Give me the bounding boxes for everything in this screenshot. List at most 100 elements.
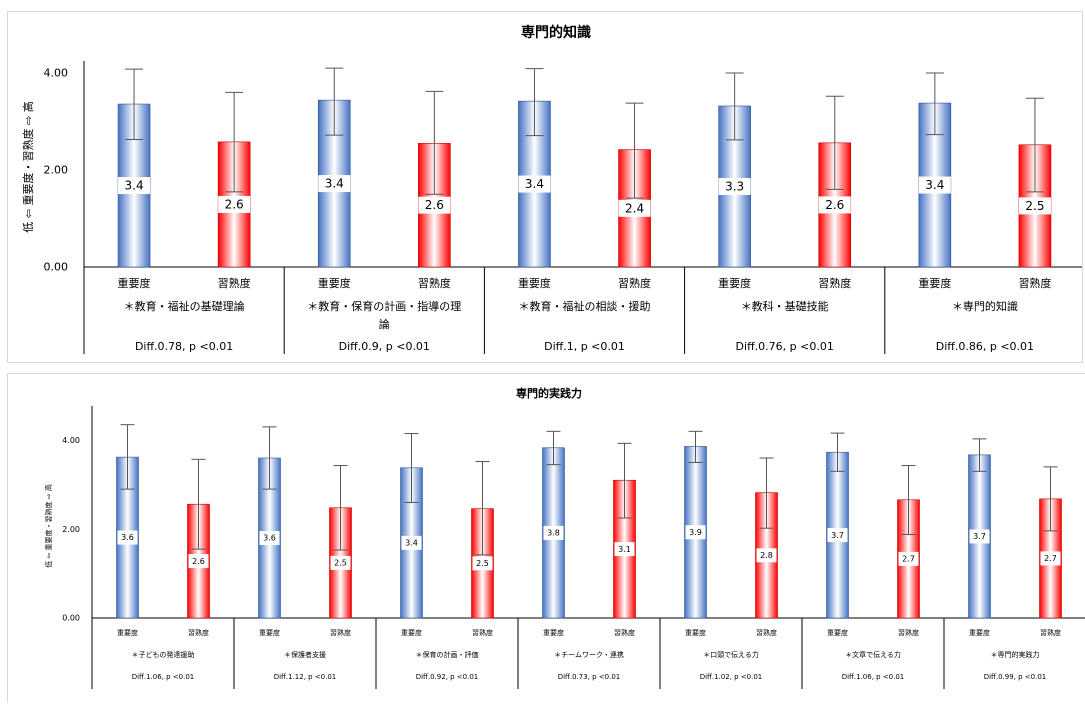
stat-label: Diff.0.76, p <0.01 <box>736 340 834 353</box>
x-category-label: 習熟度 <box>756 628 777 637</box>
x-category-label: 習熟度 <box>188 628 209 637</box>
group-label: ＊子どもの発達援助 <box>132 650 195 659</box>
y-tick-label: 4.00 <box>62 436 80 445</box>
y-tick-label: 2.00 <box>62 525 80 534</box>
x-category-label: 重要度 <box>401 628 422 637</box>
x-category-label: 重要度 <box>969 628 990 637</box>
x-category-label: 習熟度 <box>330 628 351 637</box>
data-label: 2.6 <box>425 198 444 212</box>
data-label: 3.4 <box>325 177 344 191</box>
x-category-label: 重要度 <box>318 276 351 290</box>
data-label-box <box>318 175 351 193</box>
x-category-label: 習熟度 <box>1018 276 1051 290</box>
x-category-label: 習熟度 <box>818 276 851 290</box>
data-label: 3.7 <box>831 531 844 540</box>
stat-label: Diff.0.78, p <0.01 <box>135 340 233 353</box>
chart-title: 専門的知識 <box>521 24 591 41</box>
x-category-label: 重要度 <box>259 628 280 637</box>
data-label: 3.6 <box>263 534 276 543</box>
group-label: ＊保育の計画・評価 <box>416 650 479 659</box>
data-label-box <box>827 528 848 543</box>
group-label: 論 <box>379 317 390 331</box>
data-label: 2.5 <box>334 559 347 568</box>
stat-label: Diff.1.06, p <0.01 <box>842 673 905 681</box>
data-label-box <box>718 177 751 195</box>
stat-label: Diff.1.12, p <0.01 <box>274 673 337 681</box>
data-label-box <box>218 195 251 213</box>
data-label-box <box>543 525 564 540</box>
data-label-box <box>118 177 151 195</box>
stat-label: Diff.0.86, p <0.01 <box>936 340 1034 353</box>
x-category-label: 習熟度 <box>618 276 651 290</box>
x-category-label: 習熟度 <box>898 628 919 637</box>
chart-title: 専門的実践力 <box>516 386 582 400</box>
practice-chart: 専門的実践力 低 ⇦ 重要度・習熟度 ⇨ 高 0.00 2.00 4.00 3.6 重要… <box>44 386 1085 689</box>
stat-label: Diff.0.73, p <0.01 <box>558 673 621 681</box>
data-label-box <box>969 529 990 544</box>
stat-label: Diff.0.9, p <0.01 <box>339 340 430 353</box>
y-tick-label: 2.00 <box>44 164 69 177</box>
x-category-label: 習熟度 <box>1040 628 1061 637</box>
data-label-box <box>618 199 651 217</box>
data-label: 3.4 <box>525 177 544 191</box>
x-category-label: 重要度 <box>518 276 551 290</box>
stat-label: Diff.1, p <0.01 <box>544 340 625 353</box>
data-label: 2.6 <box>825 198 844 212</box>
group-label: ＊教育・福祉の基礎理論 <box>124 299 245 313</box>
data-label-box <box>614 542 635 557</box>
x-category-label: 重要度 <box>718 276 751 290</box>
group-label: ＊口頭で伝える力 <box>703 650 759 659</box>
group-label: ＊専門的知識 <box>952 299 1018 313</box>
data-label-box <box>898 551 919 566</box>
group-label: ＊文章で伝える力 <box>845 650 901 659</box>
data-label: 2.6 <box>225 197 244 211</box>
data-label: 2.5 <box>476 559 489 568</box>
y-tick-label: 4.00 <box>44 67 69 80</box>
x-category-label: 重要度 <box>117 628 138 637</box>
data-label: 3.9 <box>689 528 702 537</box>
data-label: 3.3 <box>725 179 744 193</box>
group-label: ＊保護者支援 <box>284 650 326 659</box>
x-category-label: 習熟度 <box>614 628 635 637</box>
data-label-box <box>330 555 351 570</box>
data-label-box <box>918 176 951 194</box>
data-label: 2.7 <box>1044 554 1057 563</box>
data-label-box <box>1018 197 1051 215</box>
data-label-box <box>685 525 706 540</box>
data-label-box <box>259 531 280 545</box>
data-label-box <box>756 548 777 563</box>
group-label: ＊教育・保育の計画・指導の理 <box>307 299 461 313</box>
y-axis-label: 低 ⇦ 重要度・習熟度 ⇨ 高 <box>21 101 35 232</box>
data-label: 3.6 <box>121 533 134 542</box>
x-category-label: 重要度 <box>685 628 706 637</box>
data-label-box <box>117 530 138 545</box>
group-label: ＊専門的実践力 <box>991 650 1040 659</box>
data-label: 3.7 <box>973 532 986 541</box>
data-label-box <box>818 196 851 214</box>
knowledge-chart-panel: 専門的知識 低 ⇦ 重要度・習熟度 ⇨ 高 0.00 2.00 4.00 3.4 重要度… <box>7 11 1083 363</box>
practice-chart-panel: 専門的実践力 低 ⇦ 重要度・習熟度 ⇨ 高 0.00 2.00 4.00 3.6 重要… <box>7 373 1085 703</box>
data-label: 2.7 <box>902 555 915 564</box>
data-label-box <box>401 535 422 550</box>
data-label: 2.6 <box>192 557 205 566</box>
y-tick-label: 0.00 <box>62 614 80 623</box>
data-label: 3.4 <box>405 539 418 548</box>
data-label-box <box>472 556 493 571</box>
x-category-label: 重要度 <box>543 628 564 637</box>
data-label: 2.8 <box>760 551 773 560</box>
data-label-box <box>188 554 209 569</box>
stat-label: Diff.1.06, p <0.01 <box>132 673 195 681</box>
group-label: ＊チームワーク・連携 <box>554 650 624 659</box>
knowledge-chart: 専門的知識 低 ⇦ 重要度・習熟度 ⇨ 高 0.00 2.00 4.00 3.4 重要度… <box>21 24 1082 354</box>
stat-label: Diff.0.99, p <0.01 <box>984 673 1047 681</box>
y-axis-label: 低 ⇦ 重要度・習熟度 ⇨ 高 <box>44 484 53 568</box>
group-label: ＊教育・福祉の相談・援助 <box>519 299 651 313</box>
x-category-label: 習熟度 <box>218 276 251 290</box>
data-label: 3.1 <box>618 545 631 554</box>
stat-label: Diff.0.92, p <0.01 <box>416 673 479 681</box>
x-category-label: 重要度 <box>118 276 151 290</box>
x-category-label: 習熟度 <box>472 628 493 637</box>
stat-label: Diff.1.02, p <0.01 <box>700 673 763 681</box>
data-label: 3.4 <box>125 179 144 193</box>
data-label: 2.4 <box>625 201 644 215</box>
